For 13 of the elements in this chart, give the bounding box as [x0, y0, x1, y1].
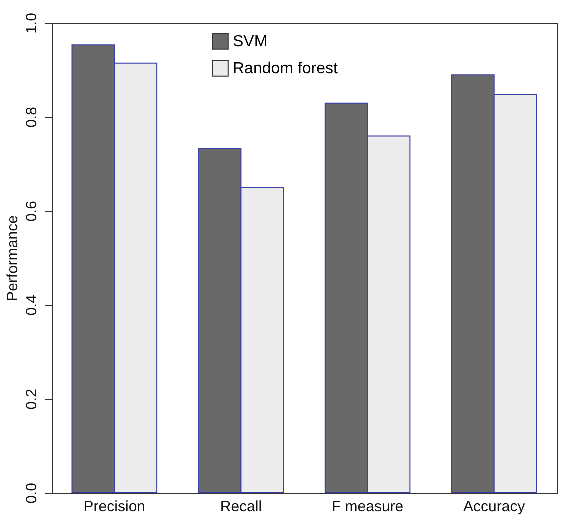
x-tick-label: Recall: [220, 498, 262, 516]
y-tick-label: 0.0: [24, 483, 40, 504]
y-tick-label: 0.4: [24, 295, 40, 316]
x-tick-label: F measure: [332, 498, 404, 516]
legend-label: SVM: [233, 34, 268, 50]
y-tick-label: 0.2: [24, 389, 40, 410]
y-tick-label: 0.8: [24, 107, 40, 128]
x-tick-label: Accuracy: [464, 498, 526, 516]
y-axis-title: Performance: [4, 216, 22, 302]
x-tick-label: Precision: [84, 498, 146, 516]
y-tick-label: 0.6: [24, 201, 40, 222]
legend-label: Random forest: [233, 60, 338, 78]
y-tick-label: 1.0: [24, 13, 40, 34]
